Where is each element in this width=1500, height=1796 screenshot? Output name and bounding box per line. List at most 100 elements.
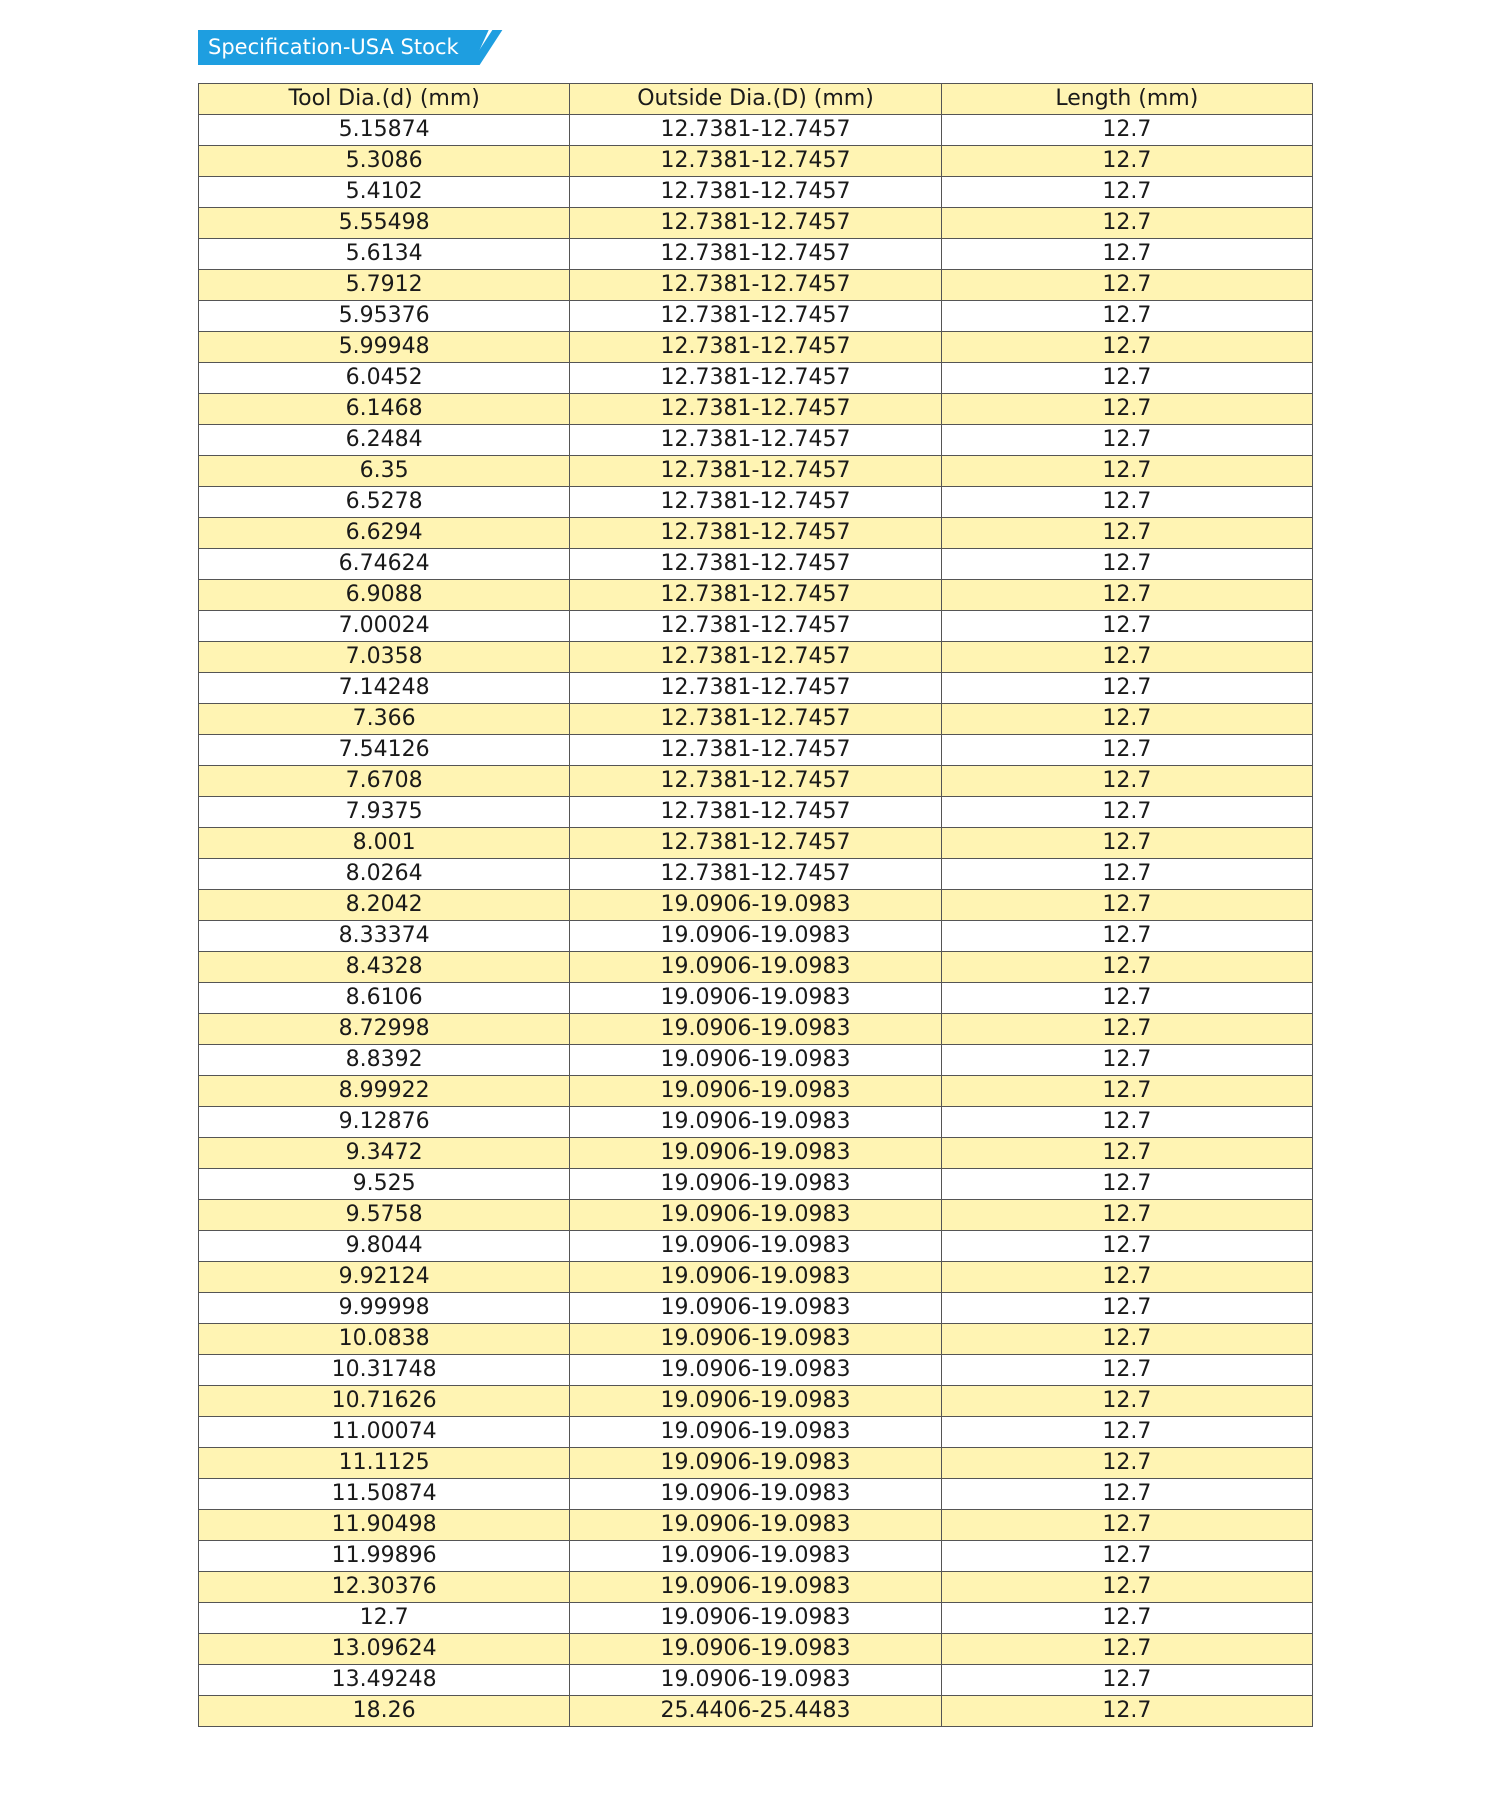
cell-length: 12.7 (940, 920, 1314, 952)
table-row: 6.2484 12.7381-12.7457 12.7 (197, 424, 1314, 456)
cell-length: 12.7 (940, 1013, 1314, 1045)
cell-length: 12.7 (940, 1602, 1314, 1634)
table-row: 6.74624 12.7381-12.7457 12.7 (197, 548, 1314, 580)
cell-length: 12.7 (940, 393, 1314, 425)
table-row: 13.49248 19.0906-19.0983 12.7 (197, 1664, 1314, 1696)
cell-tool-dia: 6.6294 (197, 517, 571, 549)
cell-outside-dia: 19.0906-19.0983 (569, 1571, 942, 1603)
cell-tool-dia: 5.7912 (197, 269, 571, 301)
cell-tool-dia: 9.92124 (197, 1261, 571, 1293)
table-row: 7.54126 12.7381-12.7457 12.7 (197, 734, 1314, 766)
cell-outside-dia: 12.7381-12.7457 (569, 362, 942, 394)
cell-length: 12.7 (940, 765, 1314, 797)
cell-tool-dia: 8.4328 (197, 951, 571, 983)
cell-length: 12.7 (940, 1633, 1314, 1665)
cell-length: 12.7 (940, 300, 1314, 332)
table-row: 8.8392 19.0906-19.0983 12.7 (197, 1044, 1314, 1076)
cell-length: 12.7 (940, 1509, 1314, 1541)
cell-outside-dia: 19.0906-19.0983 (569, 1230, 942, 1262)
cell-outside-dia: 12.7381-12.7457 (569, 207, 942, 239)
cell-outside-dia: 12.7381-12.7457 (569, 517, 942, 549)
cell-length: 12.7 (940, 734, 1314, 766)
cell-length: 12.7 (940, 827, 1314, 859)
cell-outside-dia: 19.0906-19.0983 (569, 1354, 942, 1386)
table-row: 6.35 12.7381-12.7457 12.7 (197, 455, 1314, 487)
section-title: Specification-USA Stock (198, 30, 489, 65)
cell-outside-dia: 12.7381-12.7457 (569, 455, 942, 487)
table-row: 8.0264 12.7381-12.7457 12.7 (197, 858, 1314, 890)
cell-length: 12.7 (940, 579, 1314, 611)
cell-outside-dia: 12.7381-12.7457 (569, 114, 942, 146)
cell-tool-dia: 8.72998 (197, 1013, 571, 1045)
cell-length: 12.7 (940, 331, 1314, 363)
cell-length: 12.7 (940, 548, 1314, 580)
header-outside-dia: Outside Dia.(D) (mm) (569, 83, 942, 115)
cell-tool-dia: 11.90498 (197, 1509, 571, 1541)
cell-tool-dia: 11.99896 (197, 1540, 571, 1572)
cell-length: 12.7 (940, 145, 1314, 177)
cell-outside-dia: 12.7381-12.7457 (569, 331, 942, 363)
table-row: 7.9375 12.7381-12.7457 12.7 (197, 796, 1314, 828)
cell-length: 12.7 (940, 1292, 1314, 1324)
cell-length: 12.7 (940, 889, 1314, 921)
cell-length: 12.7 (940, 703, 1314, 735)
cell-tool-dia: 11.00074 (197, 1416, 571, 1448)
cell-tool-dia: 9.12876 (197, 1106, 571, 1138)
cell-tool-dia: 6.35 (197, 455, 571, 487)
table-row: 10.0838 19.0906-19.0983 12.7 (197, 1323, 1314, 1355)
table-row: 6.6294 12.7381-12.7457 12.7 (197, 517, 1314, 549)
cell-length: 12.7 (940, 610, 1314, 642)
cell-length: 12.7 (940, 672, 1314, 704)
cell-length: 12.7 (940, 207, 1314, 239)
cell-length: 12.7 (940, 1199, 1314, 1231)
table-row: 9.5758 19.0906-19.0983 12.7 (197, 1199, 1314, 1231)
cell-outside-dia: 12.7381-12.7457 (569, 579, 942, 611)
table-row: 7.00024 12.7381-12.7457 12.7 (197, 610, 1314, 642)
cell-tool-dia: 12.30376 (197, 1571, 571, 1603)
cell-tool-dia: 10.31748 (197, 1354, 571, 1386)
table-row: 5.55498 12.7381-12.7457 12.7 (197, 207, 1314, 239)
table-row: 9.3472 19.0906-19.0983 12.7 (197, 1137, 1314, 1169)
table-row: 9.12876 19.0906-19.0983 12.7 (197, 1106, 1314, 1138)
cell-tool-dia: 18.26 (197, 1695, 571, 1727)
cell-tool-dia: 5.3086 (197, 145, 571, 177)
cell-tool-dia: 9.3472 (197, 1137, 571, 1169)
cell-tool-dia: 7.00024 (197, 610, 571, 642)
table-row: 7.6708 12.7381-12.7457 12.7 (197, 765, 1314, 797)
cell-outside-dia: 19.0906-19.0983 (569, 1168, 942, 1200)
cell-tool-dia: 6.5278 (197, 486, 571, 518)
table-row: 8.2042 19.0906-19.0983 12.7 (197, 889, 1314, 921)
table-row: 5.3086 12.7381-12.7457 12.7 (197, 145, 1314, 177)
cell-length: 12.7 (940, 424, 1314, 456)
cell-tool-dia: 12.7 (197, 1602, 571, 1634)
cell-outside-dia: 19.0906-19.0983 (569, 1447, 942, 1479)
cell-length: 12.7 (940, 362, 1314, 394)
cell-tool-dia: 11.50874 (197, 1478, 571, 1510)
cell-outside-dia: 19.0906-19.0983 (569, 1075, 942, 1107)
cell-length: 12.7 (940, 1447, 1314, 1479)
cell-outside-dia: 12.7381-12.7457 (569, 424, 942, 456)
cell-length: 12.7 (940, 1385, 1314, 1417)
table-row: 5.99948 12.7381-12.7457 12.7 (197, 331, 1314, 363)
cell-length: 12.7 (940, 951, 1314, 983)
cell-length: 12.7 (940, 1137, 1314, 1169)
cell-length: 12.7 (940, 176, 1314, 208)
cell-outside-dia: 12.7381-12.7457 (569, 238, 942, 270)
header-length: Length (mm) (940, 83, 1314, 115)
cell-outside-dia: 12.7381-12.7457 (569, 672, 942, 704)
cell-outside-dia: 19.0906-19.0983 (569, 889, 942, 921)
table-row: 18.26 25.4406-25.4483 12.7 (197, 1695, 1314, 1727)
cell-outside-dia: 19.0906-19.0983 (569, 1509, 942, 1541)
cell-tool-dia: 6.9088 (197, 579, 571, 611)
cell-outside-dia: 12.7381-12.7457 (569, 486, 942, 518)
cell-outside-dia: 19.0906-19.0983 (569, 1044, 942, 1076)
table-row: 8.99922 19.0906-19.0983 12.7 (197, 1075, 1314, 1107)
cell-length: 12.7 (940, 796, 1314, 828)
table-row: 9.525 19.0906-19.0983 12.7 (197, 1168, 1314, 1200)
table-row: 13.09624 19.0906-19.0983 12.7 (197, 1633, 1314, 1665)
cell-tool-dia: 13.49248 (197, 1664, 571, 1696)
cell-tool-dia: 9.99998 (197, 1292, 571, 1324)
cell-length: 12.7 (940, 455, 1314, 487)
cell-length: 12.7 (940, 1695, 1314, 1727)
cell-length: 12.7 (940, 982, 1314, 1014)
